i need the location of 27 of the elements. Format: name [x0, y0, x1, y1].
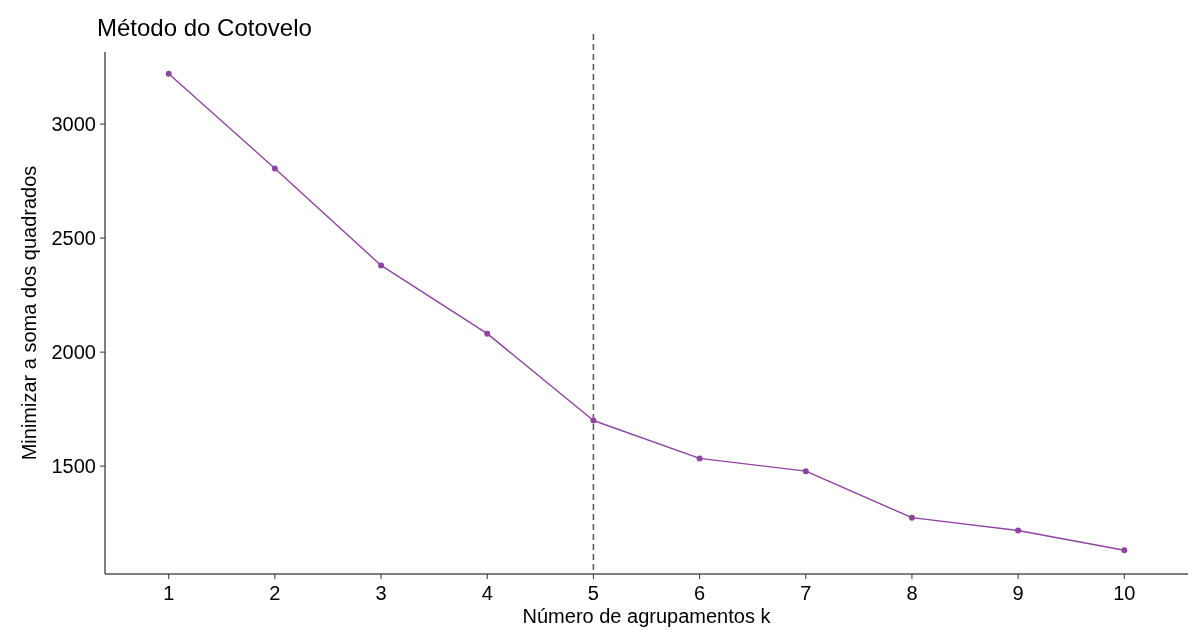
x-tick-label: 3: [375, 582, 387, 604]
y-tick-label: 1500: [51, 455, 96, 478]
point: [590, 417, 597, 424]
x-tick-label: 10: [1113, 582, 1136, 604]
y-tick-label: 3000: [51, 113, 96, 136]
x-axis-title: Número de agrupamentos k: [522, 605, 772, 627]
x-tick-label: 5: [587, 582, 599, 604]
y-tick-label: 2000: [51, 341, 96, 364]
point: [908, 514, 915, 521]
chart-title: Método do Cotovelo: [97, 14, 312, 41]
point: [378, 262, 385, 269]
y-tick-label: 2500: [51, 227, 96, 250]
x-tick-label: 6: [694, 582, 706, 604]
y-axis-title: Minimizar a soma dos quadrados: [18, 165, 40, 461]
point: [484, 330, 491, 337]
point: [165, 70, 172, 77]
point: [696, 455, 703, 462]
point: [1015, 527, 1022, 534]
point: [1121, 547, 1128, 554]
x-tick-label: 2: [269, 582, 281, 604]
x-tick-label: 4: [481, 582, 493, 604]
point: [802, 468, 809, 475]
x-tick-label: 8: [906, 582, 918, 604]
point: [271, 165, 278, 172]
x-tick-label: 9: [1012, 582, 1024, 604]
x-tick-label: 1: [163, 582, 175, 604]
x-tick-label: 7: [800, 582, 812, 604]
